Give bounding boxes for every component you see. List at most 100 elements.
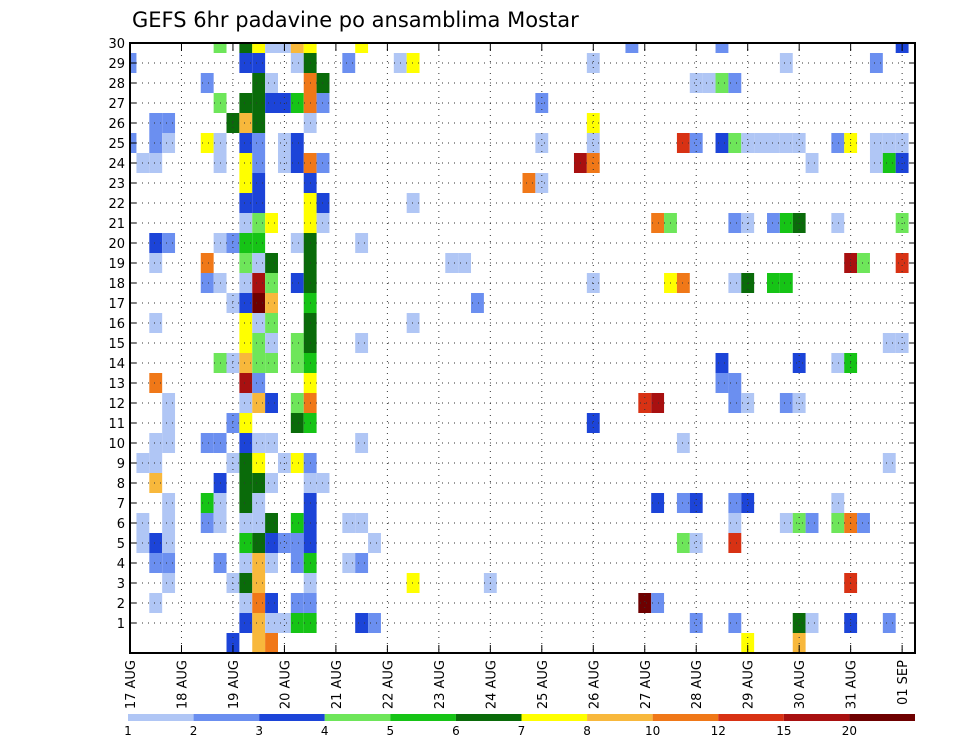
- heatmap-cell: [200, 433, 214, 453]
- colorbar-swatch: [259, 714, 325, 721]
- heatmap-cell: [882, 153, 896, 173]
- heatmap-cell: [252, 513, 266, 533]
- heatmap-cell: [831, 493, 845, 513]
- heatmap-cell: [162, 573, 176, 593]
- heatmap-cell: [728, 613, 742, 633]
- heatmap-cell: [265, 433, 278, 453]
- heatmap-cell: [882, 613, 896, 633]
- heatmap-cell: [239, 573, 253, 593]
- heatmap-cell: [831, 353, 845, 373]
- heatmap-cell: [252, 93, 266, 113]
- heatmap-cell: [277, 533, 291, 553]
- heatmap-cell: [522, 173, 536, 193]
- x-axis-ticks: 17 AUG 18 AUG 19 AUG 20 AUG 21 AUG 22 AUG 23 A…: [124, 43, 911, 709]
- y-tick-label: 24: [108, 157, 125, 172]
- colorbar-swatch: [324, 714, 391, 721]
- heatmap-cell: [149, 533, 163, 553]
- x-tick-label: 29 AUG: [742, 660, 757, 709]
- y-tick-label: 12: [108, 397, 125, 412]
- heatmap-cell: [676, 433, 690, 453]
- heatmap-cell: [239, 453, 253, 473]
- heatmap-cell: [406, 573, 420, 593]
- heatmap-cell: [779, 273, 793, 293]
- heatmap-cell: [458, 253, 472, 273]
- heatmap-cell: [290, 153, 304, 173]
- heatmap-cell: [200, 73, 214, 93]
- heatmap-cell: [831, 513, 845, 533]
- y-tick-label: 4: [117, 557, 125, 572]
- heatmap-cell: [252, 533, 266, 553]
- heatmap-cell: [290, 333, 304, 353]
- heatmap-cell: [239, 113, 253, 133]
- heatmap-cell: [290, 133, 304, 153]
- heatmap-cell: [290, 393, 304, 413]
- heatmap-cell: [689, 73, 703, 93]
- heatmap-cell: [290, 273, 304, 293]
- heatmap-cell: [149, 473, 163, 493]
- heatmap-cell: [535, 133, 549, 153]
- heatmap-cell: [252, 153, 266, 173]
- heatmap-cell: [252, 333, 266, 353]
- plot-frame: [129, 42, 916, 654]
- heatmap-cell: [265, 313, 278, 333]
- heatmap-cell: [239, 213, 253, 233]
- heatmap-cell: [406, 193, 420, 213]
- heatmap-cell: [741, 133, 755, 153]
- heatmap-cell: [638, 593, 652, 613]
- heatmap-cell: [728, 373, 742, 393]
- heatmap-cell: [239, 153, 253, 173]
- colorbar-label: 6: [452, 724, 460, 738]
- heatmap-cell: [265, 333, 278, 353]
- heatmap-cell: [239, 473, 253, 493]
- heatmap-cell: [857, 513, 870, 533]
- heatmap-cell: [689, 533, 703, 553]
- heatmap-cell: [239, 493, 253, 513]
- heatmap-cell: [445, 253, 459, 273]
- y-tick-label: 19: [108, 257, 125, 272]
- y-tick-label: 17: [108, 297, 125, 312]
- heatmap-cell: [316, 73, 330, 93]
- heatmap-cell: [728, 393, 742, 413]
- heatmap-cell: [290, 553, 304, 573]
- heatmap-cell: [239, 613, 253, 633]
- heatmap-cell: [355, 233, 369, 253]
- heatmap-cell: [162, 133, 176, 153]
- heatmap-cell: [625, 43, 639, 53]
- heatmap-cell: [676, 493, 690, 513]
- colorbar-label: 5: [387, 724, 395, 738]
- colorbar-swatch: [390, 714, 456, 721]
- colorbar-label: 7: [518, 724, 526, 738]
- colorbar-label: 8: [583, 724, 591, 738]
- heatmap-cell: [239, 393, 253, 413]
- heatmap-cell: [869, 53, 883, 73]
- heatmap-cell: [689, 133, 703, 153]
- heatmap-cell: [162, 513, 176, 533]
- heatmap-cells: [130, 43, 909, 653]
- heatmap-cell: [252, 473, 266, 493]
- colorbar-swatch: [783, 714, 850, 721]
- heatmap-cell: [149, 453, 163, 473]
- heatmap-cell: [676, 533, 690, 553]
- x-tick-label: 24 AUG: [484, 660, 499, 709]
- heatmap-cell: [239, 133, 253, 153]
- y-tick-label: 1: [117, 617, 125, 632]
- heatmap-cell: [239, 513, 253, 533]
- heatmap-cell: [779, 53, 793, 73]
- y-tick-label: 25: [108, 137, 125, 152]
- heatmap-cell: [342, 53, 356, 73]
- colorbar: 1 2 3 4 5 6 7 8 10 12 15 20: [124, 714, 915, 738]
- y-tick-label: 13: [108, 377, 125, 392]
- heatmap-cell: [265, 93, 278, 113]
- heatmap-cell: [355, 553, 369, 573]
- y-tick-label: 26: [108, 117, 125, 132]
- heatmap-cell: [252, 53, 266, 73]
- heatmap-cell: [149, 113, 163, 133]
- heatmap-cell: [265, 393, 278, 413]
- heatmap-cell: [252, 613, 266, 633]
- heatmap-cell: [586, 133, 600, 153]
- heatmap-cell: [882, 133, 896, 153]
- heatmap-cell: [162, 233, 176, 253]
- heatmap-cell: [252, 553, 266, 573]
- heatmap-cell: [368, 613, 381, 633]
- heatmap-cell: [252, 133, 266, 153]
